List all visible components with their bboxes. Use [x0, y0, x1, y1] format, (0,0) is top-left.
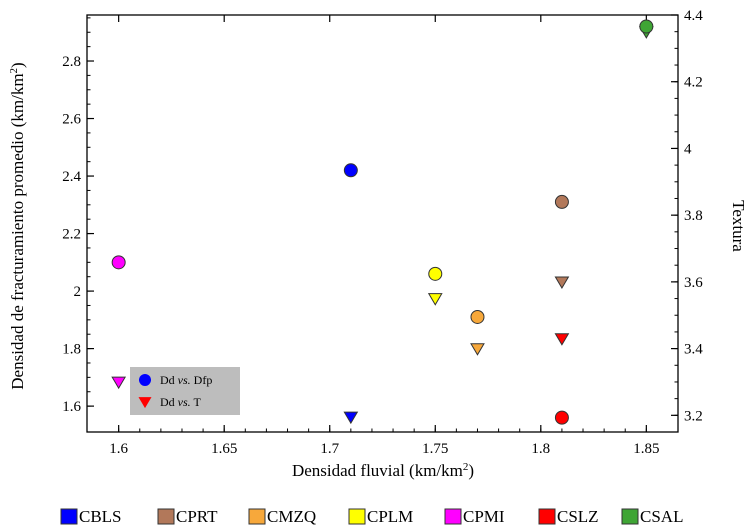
legend-swatch-csal: [621, 508, 639, 525]
y-tick-label: 2.6: [62, 112, 81, 128]
circle-point-cprt: [554, 194, 569, 209]
y2-tick-label: 4: [684, 141, 692, 157]
bottom-legend: CBLS CPRT CMZQ CPLM CPMI CSLZ CSAL: [60, 507, 683, 526]
x-tick-label: 1.6: [109, 441, 128, 457]
y-tick-label: 1.8: [62, 342, 81, 358]
legend-label: Dd vs. Dfp: [160, 373, 212, 387]
y-tick-label: 1.6: [62, 399, 81, 415]
circle-point-cmzq: [470, 309, 485, 324]
legend-swatch-cplm: [348, 508, 366, 525]
triangle-point-cmzq: [470, 343, 485, 356]
y2-tick-label: 3.6: [684, 275, 703, 291]
y-tick-label: 2.2: [62, 227, 81, 243]
y-tick-label: 2: [74, 284, 82, 300]
inner-legend-box: [130, 367, 240, 415]
y2-tick-label: 4.4: [684, 8, 703, 24]
x-tick-label: 1.8: [531, 441, 550, 457]
circle-point-cbls: [343, 163, 358, 178]
legend-label: Dd vs. T: [160, 395, 201, 409]
triangle-point-cbls: [343, 411, 359, 425]
legend-swatch-cbls: [60, 508, 78, 525]
circle-point-csal: [639, 19, 654, 34]
y2-tick-label: 3.2: [684, 408, 703, 424]
y2-tick-label: 4.2: [684, 75, 703, 91]
legend-swatch-cprt: [157, 508, 175, 525]
axes: 1.6 1.65 1.7 1.75 1.8 1.85 1.6 1.8 2 2.2 2.4 2.6 2.8…: [62, 8, 703, 457]
y2-tick-label: 3.4: [684, 342, 703, 358]
legend-swatch-cslz: [538, 508, 556, 525]
y-tick-label: 2.8: [62, 54, 81, 70]
legend-label-csal: CSAL: [640, 507, 683, 526]
triangle-point-cplm: [427, 293, 443, 306]
x-tick-label: 1.65: [211, 441, 237, 457]
legend-circle-marker: [139, 374, 151, 386]
y-axis-label: Densidad de fracturamiento promedio (km/…: [8, 62, 27, 389]
x-tick-label: 1.75: [422, 441, 448, 457]
legend-label-cslz: CSLZ: [557, 507, 599, 526]
legend-label-cbls: CBLS: [79, 507, 122, 526]
triangle-point-cprt: [554, 276, 570, 290]
legend-label-cmzq: CMZQ: [267, 507, 316, 526]
circle-point-cpmi: [111, 255, 126, 270]
y2-axis-label: Textura: [729, 200, 746, 252]
y2-tick-label: 3.8: [684, 208, 703, 224]
x-tick-label: 1.7: [320, 441, 339, 457]
data-points: [111, 19, 654, 425]
triangle-point-cpmi: [111, 376, 127, 390]
y-tick-label: 2.4: [62, 169, 81, 185]
x-axis-label: Densidad fluvial (km/km2): [292, 461, 474, 480]
legend-triangle-marker: [138, 397, 152, 409]
triangle-point-cslz: [554, 333, 570, 346]
legend-label-cprt: CPRT: [176, 507, 218, 526]
circle-point-cplm: [428, 266, 443, 281]
legend-label-cplm: CPLM: [367, 507, 413, 526]
inner-legend: Dd vs. Dfp Dd vs. T: [130, 367, 240, 415]
plot-frame: [86, 14, 679, 433]
legend-swatch-cmzq: [248, 508, 266, 525]
x-tick-label: 1.85: [633, 441, 659, 457]
legend-swatch-cpmi: [444, 508, 462, 525]
circle-point-cslz: [554, 410, 569, 425]
legend-label-cpmi: CPMI: [463, 507, 505, 526]
